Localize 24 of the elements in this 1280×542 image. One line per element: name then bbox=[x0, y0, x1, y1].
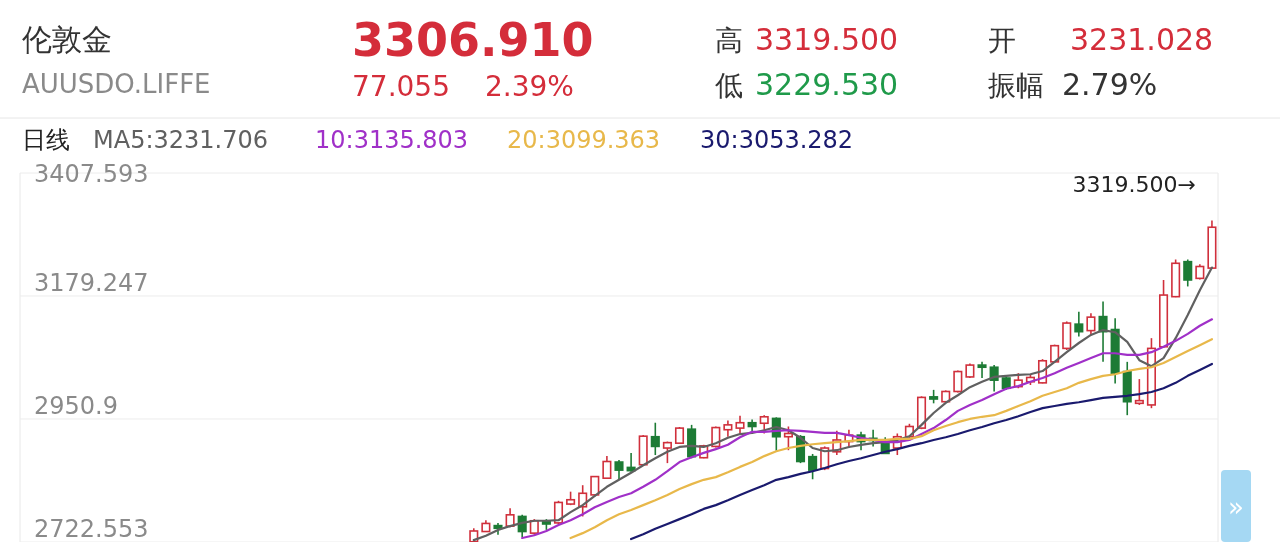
text: 3306.910 bbox=[352, 13, 594, 67]
text: 77.055 bbox=[352, 70, 450, 103]
annotation: 3319.500→ bbox=[1072, 172, 1196, 197]
text: 振幅 bbox=[988, 69, 1044, 102]
text: 2.39% bbox=[485, 70, 574, 103]
text: 开 bbox=[988, 24, 1016, 57]
text: 10:3135.803 bbox=[315, 126, 469, 154]
button: » bbox=[1221, 470, 1251, 542]
text: 2.79% bbox=[1062, 67, 1158, 102]
text: 30:3053.282 bbox=[700, 126, 854, 154]
text: 20:3099.363 bbox=[507, 126, 661, 154]
y-tick-label: 3179.247 bbox=[34, 269, 149, 297]
chart-title: 伦敦金 bbox=[22, 22, 112, 57]
y-tick-label: 2722.553 bbox=[34, 515, 149, 542]
text: 高 bbox=[715, 24, 743, 57]
text: 3319.500 bbox=[755, 22, 899, 57]
text: MA5:3231.706 bbox=[93, 126, 268, 154]
y-tick-label: 3407.593 bbox=[34, 160, 149, 188]
text: 3231.028 bbox=[1070, 22, 1214, 57]
chart-subtitle: AUUSDO.LIFFE bbox=[22, 69, 211, 99]
legend-title: 日线 bbox=[22, 126, 70, 154]
text: 3229.530 bbox=[755, 67, 899, 102]
y-tick-label: 2950.9 bbox=[34, 392, 118, 420]
text: 低 bbox=[715, 69, 743, 102]
